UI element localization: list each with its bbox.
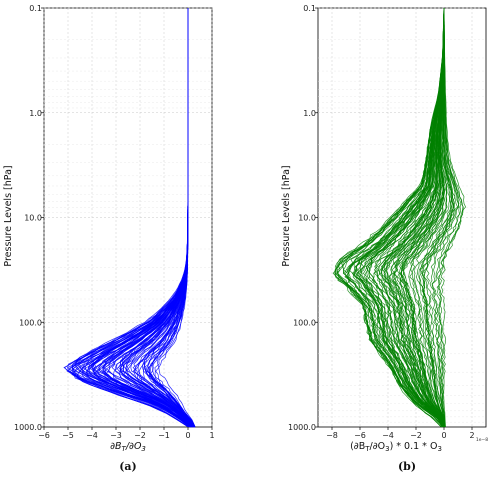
panel-b-xlabel: (∂BT/∂O3) * 0.1 * O3 (350, 441, 442, 453)
panel-a-xtick-label-0: −6 (38, 431, 50, 440)
panel-a-xtick-label-3: −3 (110, 431, 122, 440)
panel-a-profile-89 (71, 8, 195, 428)
panel-a-xtick-label-4: −2 (134, 431, 146, 440)
panel-b-x-offset: 1e−8 (476, 437, 488, 443)
panel-b-profile-65 (340, 7, 445, 428)
panel-b: −8 −6 −4 −2 0 2 0.1 1.0 10.0 100.0 1000.0 Pressure… (281, 4, 488, 473)
panel-b-profile-87 (391, 8, 446, 428)
panel-a-xtick-label-7: 1 (209, 431, 214, 440)
panel-b-profile-84 (422, 8, 454, 428)
panel-a-xtick-label-2: −4 (86, 431, 98, 440)
panel-b-profile-89 (337, 8, 445, 428)
panel-a: −6 −5 −4 −3 −2 −1 0 1 0.1 1.0 10.0 100.0 1000.0 Pres… (3, 4, 215, 473)
panel-a-ylabel: Pressure Levels [hPa] (3, 165, 14, 266)
panel-a-xtick-label-1: −5 (62, 431, 74, 440)
panel-a-lines (63, 8, 196, 428)
panel-a-ticks: −6 −5 −4 −3 −2 −1 0 1 0.1 1.0 10.0 100.0 1000.0 (14, 4, 215, 440)
panel-a-ytick-label-1: 1.0 (29, 109, 42, 118)
panel-b-xtick-label-5: 2 (469, 431, 474, 440)
panel-b-profile-86 (438, 8, 464, 428)
panel-b-xtick-label-1: −6 (354, 431, 366, 440)
panel-a-xtick-label-6: 0 (185, 431, 190, 440)
panel-a-xlabel: ∂BT/∂O3 (110, 441, 146, 453)
panel-b-caption: (b) (398, 460, 416, 473)
panel-b-xtick-label-0: −8 (326, 431, 338, 440)
panel-b-xtick-label-4: 0 (441, 431, 446, 440)
panel-b-ytick-label-4: 1000.0 (288, 423, 316, 432)
panel-b-ytick-label-3: 100.0 (293, 318, 316, 327)
panel-b-ylabel: Pressure Levels [hPa] (281, 165, 292, 266)
panel-b-xtick-label-3: −2 (410, 431, 422, 440)
panel-a-ytick-label-3: 100.0 (19, 318, 42, 327)
panel-a-grid (43, 7, 213, 427)
panel-b-profile-85 (401, 8, 446, 428)
panel-b-ticks: −8 −6 −4 −2 0 2 0.1 1.0 10.0 100.0 1000.0 (288, 4, 475, 440)
panel-a-caption: (a) (119, 460, 137, 473)
panel-b-ytick-label-1: 1.0 (303, 109, 316, 118)
panel-b-lines (332, 7, 467, 428)
panel-a-xtick-label-5: −1 (158, 431, 170, 440)
panel-a-ytick-label-4: 1000.0 (14, 423, 42, 432)
panel-a-ytick-label-2: 10.0 (24, 214, 42, 223)
panel-b-xtick-label-2: −4 (382, 431, 394, 440)
panel-b-ytick-label-2: 10.0 (298, 214, 316, 223)
panel-a-ytick-label-0: 0.1 (29, 4, 42, 13)
panel-b-profile-78 (380, 8, 445, 428)
panel-b-ytick-label-0: 0.1 (303, 4, 316, 13)
